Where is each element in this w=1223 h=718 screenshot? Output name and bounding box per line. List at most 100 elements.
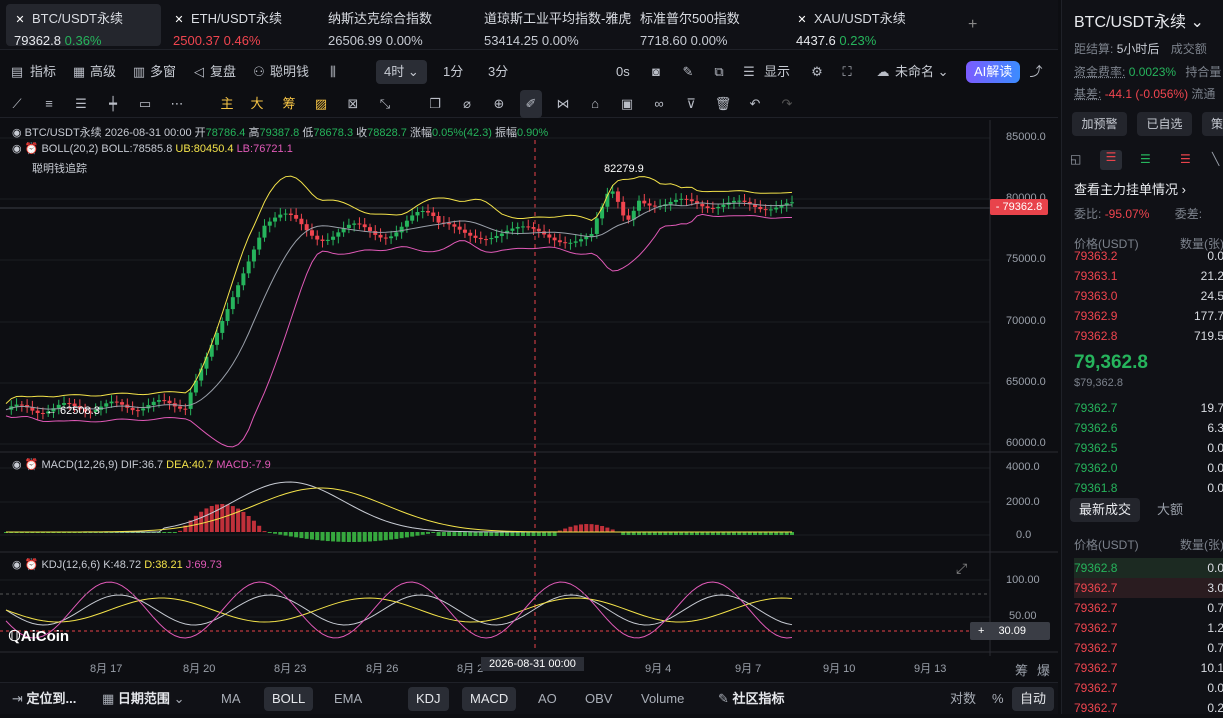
trendline-icon[interactable]: ⟋	[6, 90, 28, 118]
interval-select[interactable]: 4时 ⌄	[376, 60, 427, 84]
eye-icon[interactable]: ◉	[12, 143, 22, 155]
trade-row[interactable]: 79362.7 3.0	[1074, 578, 1223, 598]
panel-symbol[interactable]: BTC/USDT永续 ⌄	[1074, 8, 1204, 32]
chips-button[interactable]: 筹	[1015, 660, 1028, 679]
tab-large-trades[interactable]: 大额	[1157, 498, 1183, 522]
community-indicators-button[interactable]: ✎ 社区指标	[718, 687, 785, 711]
smart-money-button[interactable]: 聪明钱	[270, 58, 309, 86]
percent-scale-toggle[interactable]: %	[992, 687, 1004, 711]
eye-icon[interactable]: ◉	[12, 127, 22, 139]
ruler-icon[interactable]: ⌀	[456, 90, 478, 118]
display-button[interactable]: 显示	[764, 58, 790, 86]
horizontal-lines-icon[interactable]: ☰	[70, 90, 92, 118]
order-book-bids-icon[interactable]: ☰	[1140, 152, 1151, 166]
bid-row[interactable]: 79362.7 19.7	[1074, 398, 1223, 418]
ask-row[interactable]: 79363.1 21.2	[1074, 266, 1223, 286]
copy-icon[interactable]: ❐	[424, 90, 446, 118]
tool-main[interactable]: 主	[216, 90, 238, 118]
tab-volume[interactable]: Volume	[641, 687, 684, 711]
tab-kdj[interactable]: KDJ	[408, 687, 449, 711]
parallel-lines-icon[interactable]: ≡	[38, 90, 60, 118]
share-icon[interactable]: ⤴	[1025, 58, 1047, 86]
order-book-both-icon[interactable]: ☰	[1100, 150, 1122, 170]
tab-macd[interactable]: MACD	[462, 687, 516, 711]
interval-3m[interactable]: 3分	[488, 58, 508, 86]
magnet-icon[interactable]: ⋈	[552, 90, 574, 118]
template-icon[interactable]: ▣	[616, 90, 638, 118]
chart-tool-icon[interactable]: ▨	[310, 90, 332, 118]
filter-icon[interactable]: ⊽	[680, 90, 702, 118]
eye-icon[interactable]: ◉	[12, 559, 22, 571]
locate-button[interactable]: ⇥ 定位到...	[12, 687, 76, 711]
cross-line-icon[interactable]: ⤡	[374, 90, 396, 118]
date-range-button[interactable]: ▦ 日期范围 ⌄	[102, 687, 184, 711]
camera-icon[interactable]: ◙	[645, 58, 667, 86]
more-icon[interactable]: ⋯	[166, 90, 188, 118]
multi-window-button[interactable]: 多窗	[150, 58, 176, 86]
ticker-tab-btc[interactable]: ✕ BTC/USDT永续 79362.8 0.36%	[6, 4, 161, 46]
tab-boll[interactable]: BOLL	[264, 687, 313, 711]
trade-row[interactable]: 79362.7 0.7	[1074, 598, 1223, 618]
indicator-button[interactable]: 指标	[30, 58, 56, 86]
add-alert-button[interactable]: 加预警	[1072, 112, 1127, 136]
bid-row[interactable]: 79361.8 0.0	[1074, 478, 1223, 498]
favorited-button[interactable]: 已自选	[1137, 112, 1192, 136]
chart-area[interactable]: ◉ BTC/USDT永续 2026-08-31 00:00 开78786.4 高…	[0, 120, 1058, 656]
tab-ao[interactable]: AO	[538, 687, 557, 711]
ticker-tab-sp500[interactable]: 标准普尔500指数 7718.60 0.00%	[632, 4, 782, 46]
trade-row[interactable]: 79362.7 0.0	[1074, 678, 1223, 698]
horizontal-ray-icon[interactable]: ┿	[102, 90, 124, 118]
link-icon[interactable]: ∞	[648, 90, 670, 118]
interval-1m[interactable]: 1分	[443, 58, 463, 86]
ai-interpret-button[interactable]: AI解读	[966, 61, 1020, 83]
settings-icon[interactable]: ⚙	[806, 58, 828, 86]
trade-row[interactable]: 79362.7 0.2	[1074, 698, 1223, 718]
external-link-icon[interactable]: ⧉	[708, 58, 730, 86]
ticker-tab-eth[interactable]: ✕ ETH/USDT永续 2500.37 0.46%	[165, 4, 315, 46]
order-book-mode-icon[interactable]: ◱	[1070, 152, 1081, 166]
bid-row[interactable]: 79362.5 0.0	[1074, 438, 1223, 458]
trash-icon[interactable]: 🗑	[712, 90, 734, 118]
layout-select[interactable]: 未命名 ⌄	[895, 58, 949, 86]
trade-row[interactable]: 79362.7 1.2	[1074, 618, 1223, 638]
ask-row[interactable]: 79362.9 177.7	[1074, 306, 1223, 326]
advanced-button[interactable]: 高级	[90, 58, 116, 86]
trade-row[interactable]: 79362.7 0.7	[1074, 638, 1223, 658]
tab-obv[interactable]: OBV	[585, 687, 612, 711]
auto-scale-toggle[interactable]: 自动	[1012, 687, 1054, 711]
trade-row[interactable]: 79362.8 0.0	[1074, 558, 1223, 578]
interval-0s[interactable]: 0s	[616, 58, 630, 86]
bid-row[interactable]: 79362.0 0.0	[1074, 458, 1223, 478]
zoom-icon[interactable]: ⊕	[488, 90, 510, 118]
candle-style-icon[interactable]: ⫼	[322, 58, 344, 86]
main-orders-link[interactable]: 查看主力挂单情况 ›	[1074, 179, 1186, 198]
undo-icon[interactable]: ↶	[744, 90, 766, 118]
log-scale-toggle[interactable]: 对数	[950, 687, 976, 711]
plus-icon[interactable]: +	[970, 625, 992, 637]
edit-icon[interactable]: ✎	[677, 58, 699, 86]
tool-big[interactable]: 大	[246, 90, 268, 118]
bid-row[interactable]: 79362.6 6.3	[1074, 418, 1223, 438]
liquidation-button[interactable]: 爆	[1037, 660, 1050, 679]
ticker-tab-dow[interactable]: 道琼斯工业平均指数-雅虎 53414.25 0.00%	[476, 4, 626, 46]
lock-icon[interactable]: ⌂	[584, 90, 606, 118]
tab-ma[interactable]: MA	[221, 687, 241, 711]
replay-button[interactable]: 复盘	[210, 58, 236, 86]
measure-icon[interactable]: ⊠	[342, 90, 364, 118]
tool-chips[interactable]: 筹	[278, 90, 300, 118]
ticker-tab-nasdaq[interactable]: 纳斯达克综合指数 26506.99 0.00%	[320, 4, 470, 46]
ask-row[interactable]: 79363.2 0.0	[1074, 246, 1223, 266]
brush-icon[interactable]: ✐	[520, 90, 542, 118]
add-tab-button[interactable]: +	[960, 12, 985, 54]
ask-row[interactable]: 79363.0 24.5	[1074, 286, 1223, 306]
depth-icon[interactable]: ╲	[1212, 152, 1219, 166]
tab-ema[interactable]: EMA	[334, 687, 362, 711]
expand-icon[interactable]: ⤢	[956, 560, 967, 577]
trade-row[interactable]: 79362.7 10.1	[1074, 658, 1223, 678]
rectangle-icon[interactable]: ▭	[134, 90, 156, 118]
order-book-asks-icon[interactable]: ☰	[1180, 152, 1191, 166]
ticker-tab-xau[interactable]: ✕ XAU/USDT永续 4437.6 0.23%	[788, 4, 938, 46]
redo-icon[interactable]: ↷	[776, 90, 798, 118]
fullscreen-icon[interactable]: ⛶	[836, 58, 858, 86]
ask-row[interactable]: 79362.8 719.5	[1074, 326, 1223, 346]
